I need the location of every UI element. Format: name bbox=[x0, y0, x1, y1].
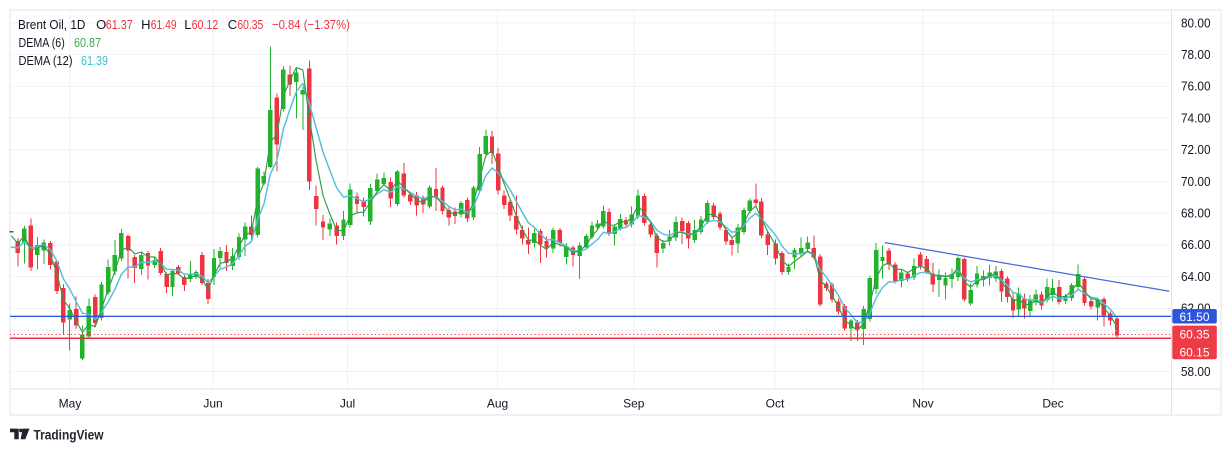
svg-text:61.37: 61.37 bbox=[106, 17, 133, 32]
svg-text:61.49: 61.49 bbox=[151, 17, 177, 32]
svg-text:Jul: Jul bbox=[340, 396, 355, 410]
svg-text:Nov: Nov bbox=[912, 396, 933, 410]
svg-text:80.00: 80.00 bbox=[1181, 16, 1211, 30]
svg-text:61.39: 61.39 bbox=[81, 53, 108, 68]
svg-text:74.00: 74.00 bbox=[1181, 111, 1211, 125]
svg-text:Jun: Jun bbox=[203, 396, 222, 410]
svg-text:Oct: Oct bbox=[766, 396, 785, 410]
svg-text:64.00: 64.00 bbox=[1181, 270, 1211, 284]
svg-text:Brent Oil, 1D: Brent Oil, 1D bbox=[18, 17, 85, 32]
svg-text:DEMA (12): DEMA (12) bbox=[19, 53, 73, 68]
svg-text:Sep: Sep bbox=[623, 396, 645, 410]
svg-text:60.87: 60.87 bbox=[74, 35, 101, 50]
svg-text:60.35: 60.35 bbox=[237, 17, 263, 32]
svg-text:May: May bbox=[59, 396, 82, 410]
svg-text:TradingView: TradingView bbox=[34, 427, 104, 443]
svg-text:Aug: Aug bbox=[487, 396, 508, 410]
svg-text:60.12: 60.12 bbox=[192, 17, 219, 32]
svg-text:H: H bbox=[141, 17, 150, 32]
svg-text:60.35: 60.35 bbox=[1180, 328, 1210, 342]
svg-text:76.00: 76.00 bbox=[1181, 80, 1211, 94]
svg-text:C: C bbox=[228, 17, 237, 32]
svg-text:L: L bbox=[184, 17, 191, 32]
svg-text:O: O bbox=[96, 17, 106, 32]
svg-text:Dec: Dec bbox=[1042, 396, 1063, 410]
svg-text:60.15: 60.15 bbox=[1180, 345, 1210, 359]
svg-text:72.00: 72.00 bbox=[1181, 143, 1211, 157]
svg-text:78.00: 78.00 bbox=[1181, 48, 1211, 62]
svg-text:68.00: 68.00 bbox=[1181, 207, 1211, 221]
svg-text:58.00: 58.00 bbox=[1181, 365, 1211, 379]
svg-text:−0.84 (−1.37%): −0.84 (−1.37%) bbox=[272, 17, 350, 32]
svg-text:70.00: 70.00 bbox=[1181, 175, 1211, 189]
svg-text:DEMA (6): DEMA (6) bbox=[19, 35, 65, 50]
svg-text:61.50: 61.50 bbox=[1180, 310, 1210, 324]
svg-text:66.00: 66.00 bbox=[1181, 238, 1211, 252]
